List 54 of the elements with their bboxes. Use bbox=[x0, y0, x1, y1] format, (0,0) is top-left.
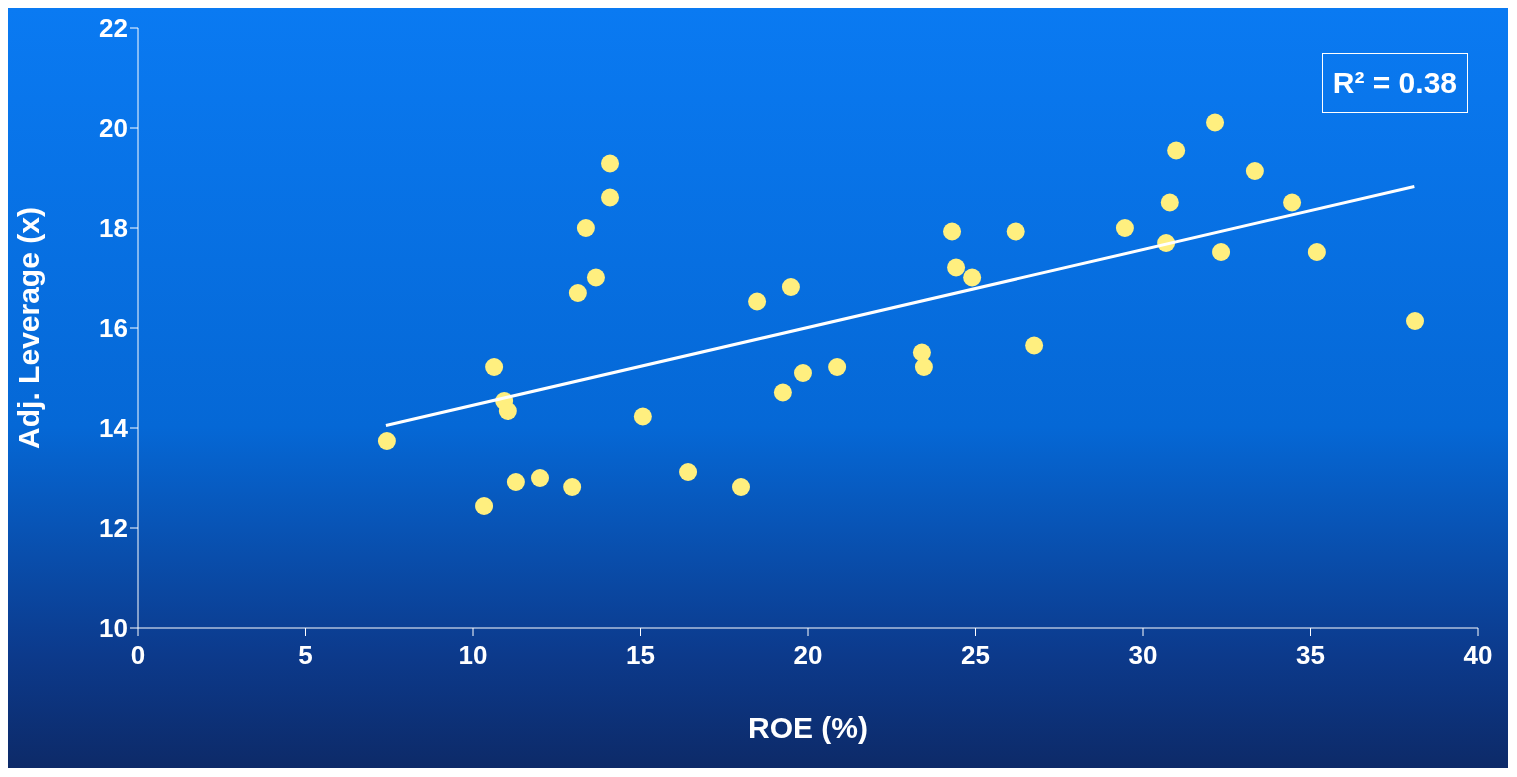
point bbox=[963, 268, 982, 287]
y-tick-label: 10 bbox=[99, 613, 128, 644]
point bbox=[586, 268, 605, 287]
point bbox=[531, 469, 549, 487]
x-tick-label: 40 bbox=[1463, 640, 1493, 671]
point bbox=[576, 219, 595, 237]
y-tick-label: 22 bbox=[99, 13, 128, 44]
point bbox=[1115, 219, 1134, 237]
annotation: R² = 0.38 bbox=[1321, 53, 1468, 113]
point bbox=[943, 222, 962, 241]
point bbox=[475, 497, 494, 515]
point bbox=[1406, 312, 1425, 330]
point bbox=[793, 364, 812, 382]
x-axis-title: ROE (%) bbox=[748, 711, 868, 744]
x-tick-label: 15 bbox=[626, 640, 655, 671]
x-tick-label: 30 bbox=[1128, 640, 1158, 671]
point bbox=[1025, 336, 1044, 355]
point bbox=[781, 278, 800, 296]
point bbox=[1245, 162, 1264, 180]
x-tick-label: 10 bbox=[458, 640, 488, 671]
point bbox=[601, 188, 620, 207]
y-tick-label: 14 bbox=[99, 413, 129, 444]
point bbox=[601, 154, 620, 173]
point bbox=[568, 284, 587, 302]
point bbox=[914, 358, 933, 376]
point bbox=[633, 407, 652, 426]
y-tick-label: 20 bbox=[99, 113, 128, 144]
point bbox=[679, 463, 698, 481]
point bbox=[748, 292, 767, 311]
point bbox=[563, 478, 582, 496]
point bbox=[773, 383, 792, 402]
point bbox=[1160, 193, 1179, 212]
point bbox=[506, 473, 525, 491]
point bbox=[947, 258, 966, 277]
point bbox=[377, 432, 396, 450]
x-tick-label: 20 bbox=[793, 640, 823, 671]
x-tick-label: 5 bbox=[298, 640, 313, 671]
point bbox=[732, 478, 750, 496]
point bbox=[1212, 243, 1231, 261]
y-tick-label: 18 bbox=[99, 213, 128, 244]
x-tick-label: 35 bbox=[1296, 640, 1325, 671]
y-tick-label: 12 bbox=[99, 513, 128, 544]
point bbox=[1006, 222, 1025, 241]
point bbox=[498, 402, 517, 420]
x-tick-label: 25 bbox=[961, 640, 990, 671]
x-tick-label: 0 bbox=[130, 640, 146, 671]
y-axis-title: Adj. Leverage (x) bbox=[11, 207, 45, 449]
point bbox=[1307, 243, 1326, 261]
point bbox=[485, 358, 504, 376]
point bbox=[1167, 141, 1186, 160]
y-tick-label: 16 bbox=[99, 313, 128, 344]
point bbox=[1206, 113, 1225, 132]
point bbox=[1283, 193, 1302, 212]
point bbox=[828, 358, 847, 376]
